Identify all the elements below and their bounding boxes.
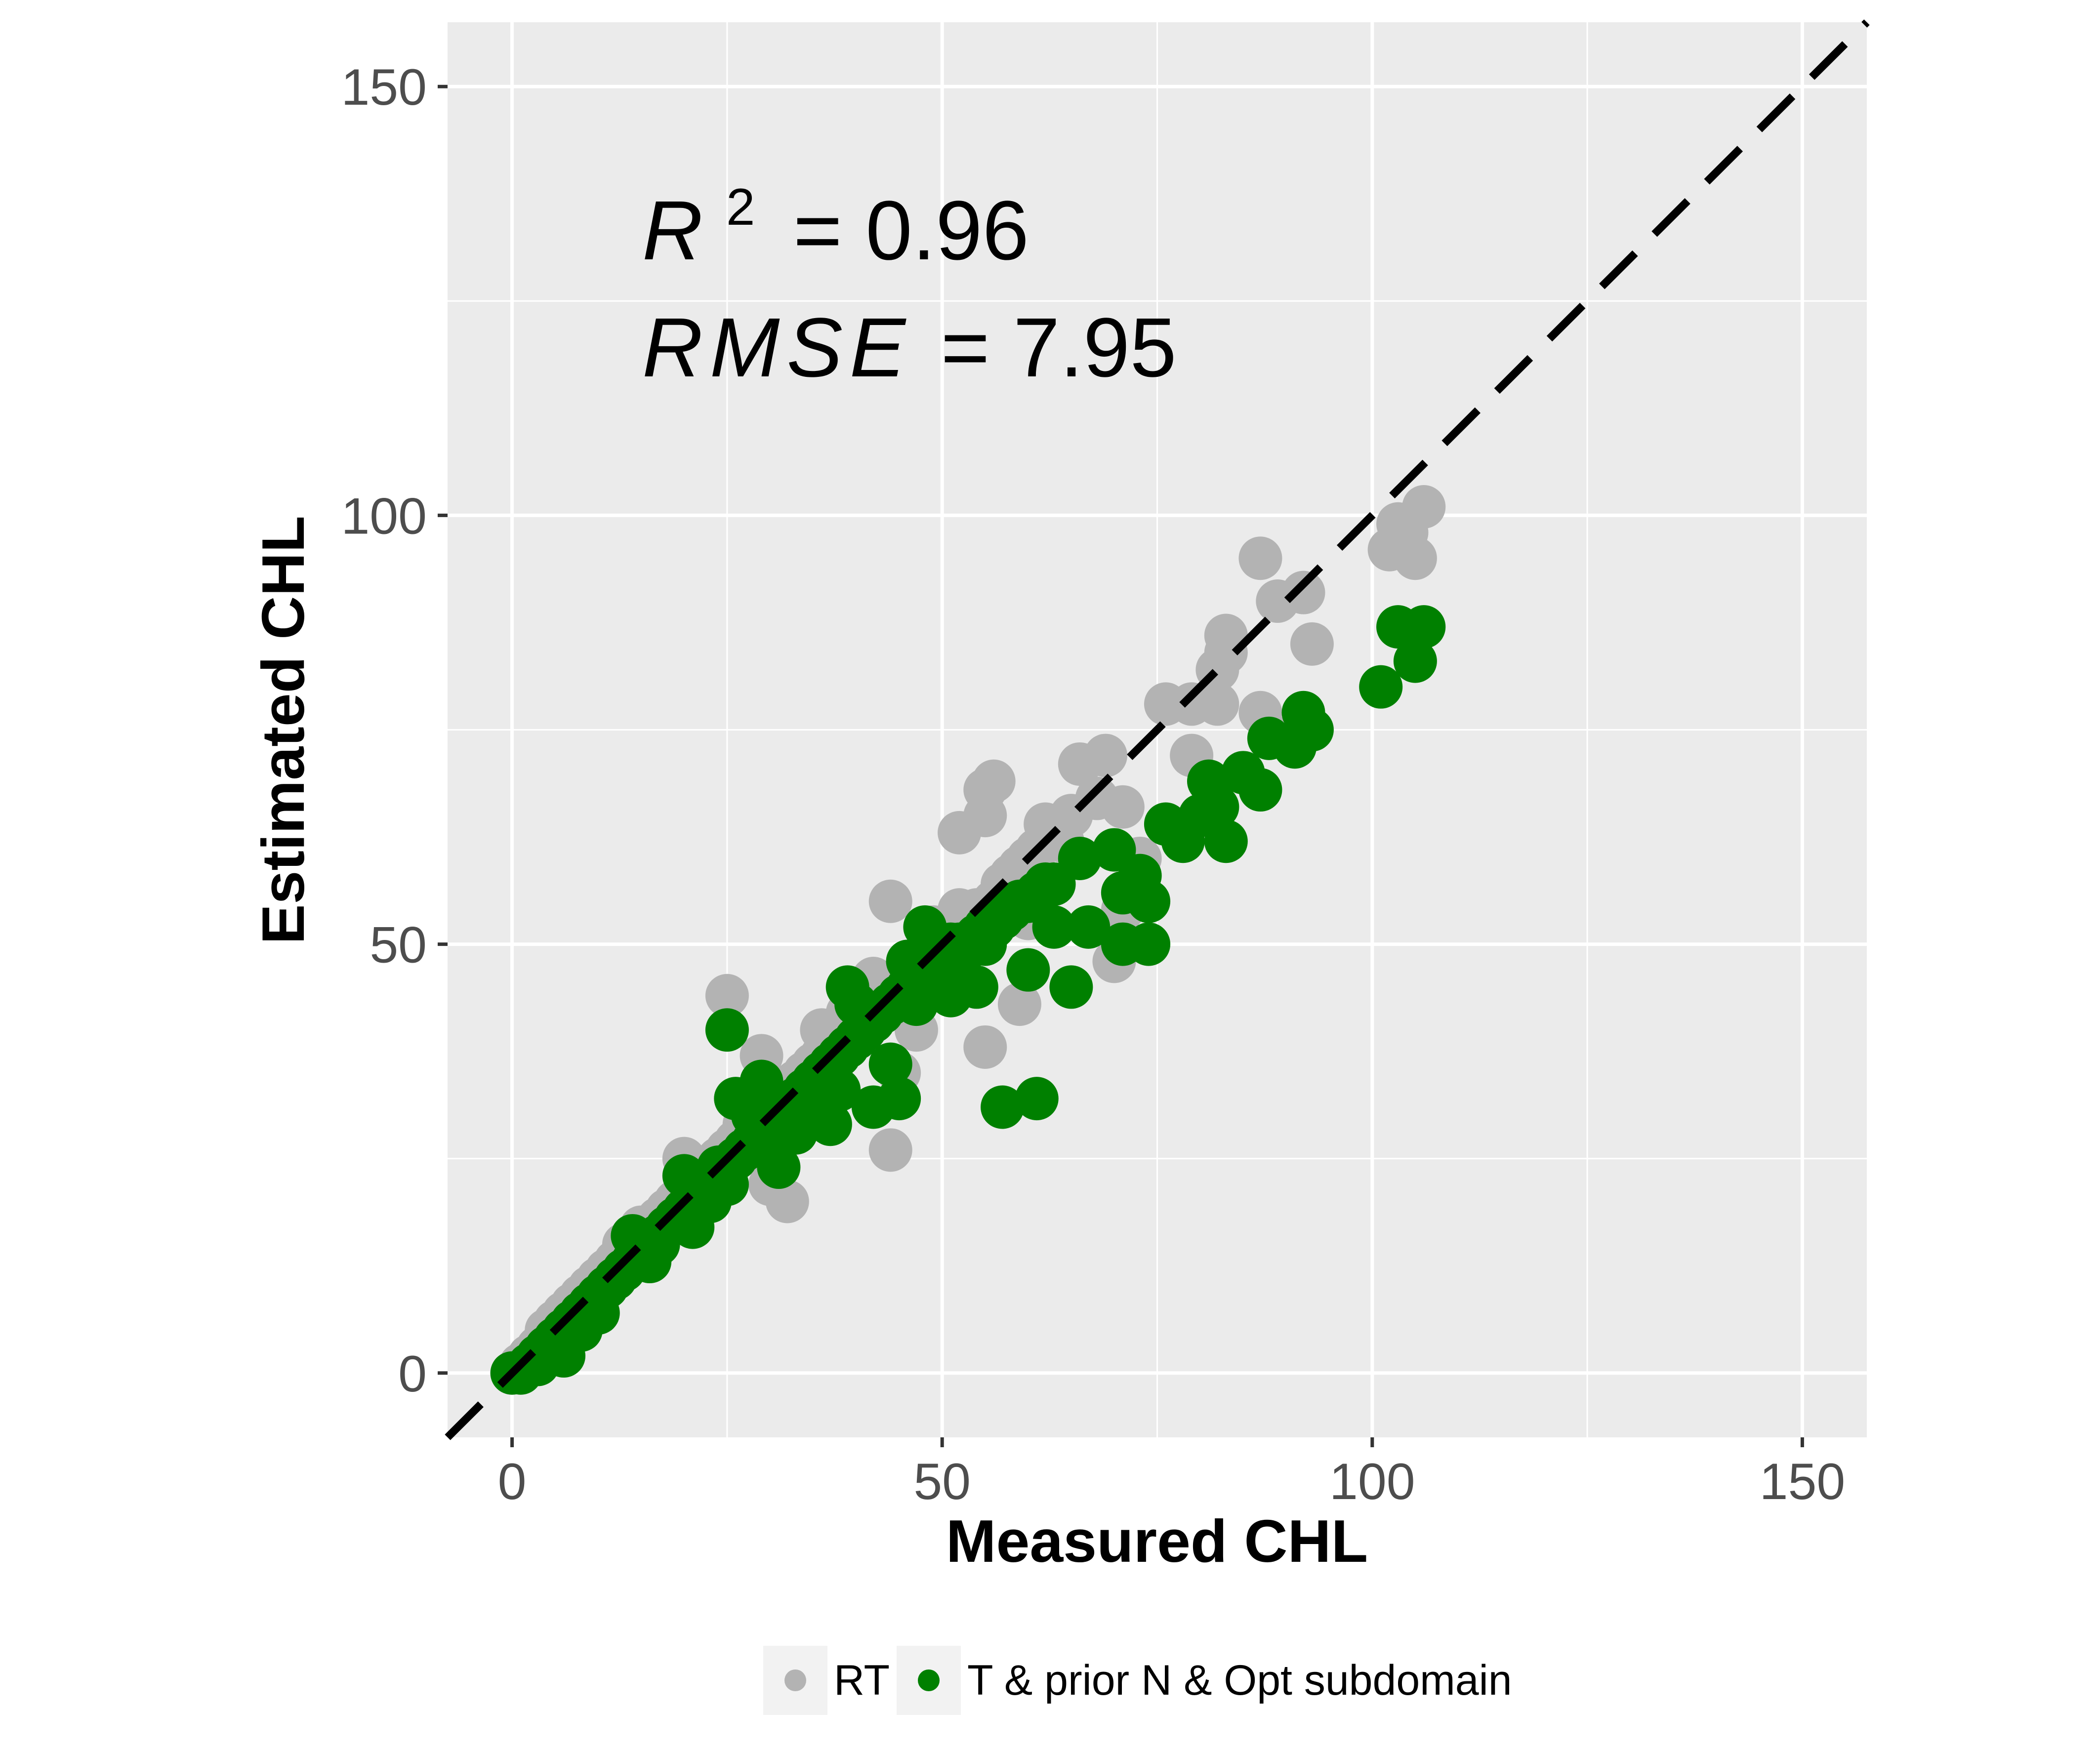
data-point — [1101, 785, 1145, 829]
data-point — [731, 1094, 775, 1138]
rmse-value: = 7.95 — [941, 301, 1176, 395]
axis-ticks — [438, 84, 1804, 1447]
y-axis-title: Estimated CHL — [249, 516, 317, 944]
data-point — [868, 879, 912, 923]
rmse-annotation: RMSE = 7.95 — [642, 301, 1177, 395]
x-tick-labels: 0 50 100 150 — [498, 1453, 1846, 1510]
data-point — [1238, 768, 1282, 812]
data-point — [1402, 485, 1446, 529]
data-point — [1393, 639, 1437, 683]
data-point — [938, 811, 982, 855]
data-point — [1290, 622, 1334, 666]
x-tick-label: 150 — [1760, 1453, 1846, 1510]
one-to-one-line — [445, 19, 1870, 1440]
data-point — [868, 1042, 912, 1086]
major-grid — [448, 22, 1867, 1437]
data-point — [1238, 536, 1282, 580]
data-point — [757, 1145, 801, 1189]
data-point — [705, 974, 749, 1017]
data-point — [1195, 682, 1239, 726]
legend-marker-t-prior — [918, 1669, 940, 1691]
data-point — [954, 965, 998, 1009]
r2-symbol: R — [642, 184, 703, 278]
data-point — [636, 1222, 680, 1266]
data-point — [1049, 965, 1093, 1009]
data-point — [808, 1102, 852, 1146]
data-point — [1359, 665, 1403, 709]
data-point — [1204, 819, 1248, 863]
data-point — [903, 905, 947, 949]
y-tick-label: 0 — [398, 1345, 427, 1403]
data-point — [1402, 605, 1446, 649]
data-point — [817, 1068, 861, 1112]
data-point — [1084, 733, 1128, 777]
data-point — [1015, 1077, 1059, 1121]
data-point — [877, 1077, 921, 1121]
data-point — [1204, 631, 1248, 675]
data-point — [1067, 905, 1111, 949]
data-point — [1032, 905, 1076, 949]
x-tick-label: 50 — [913, 1453, 971, 1510]
data-point — [963, 1025, 1007, 1069]
legend-marker-rt — [784, 1669, 806, 1691]
series-t-prior-n-opt — [490, 605, 1446, 1395]
data-point — [886, 939, 930, 983]
y-tick-label: 100 — [341, 488, 427, 545]
data-point — [1195, 785, 1239, 829]
data-point — [1127, 922, 1171, 966]
r2-exponent: 2 — [726, 178, 755, 236]
data-point — [963, 768, 1007, 812]
y-tick-label: 50 — [370, 917, 427, 974]
data-point — [1006, 948, 1050, 992]
x-tick-label: 0 — [498, 1453, 527, 1510]
data-point — [981, 1085, 1025, 1129]
data-point — [868, 1128, 912, 1172]
legend: RT T & prior N & Opt subdomain — [763, 1646, 1512, 1715]
r2-annotation: R 2 = 0.96 — [642, 149, 1029, 278]
y-tick-labels: 0 50 100 150 — [341, 59, 427, 1403]
data-point — [705, 1008, 749, 1052]
data-point — [740, 1059, 783, 1103]
data-point — [1393, 536, 1437, 580]
data-points — [490, 485, 1446, 1395]
data-point — [1281, 570, 1325, 614]
r2-value: = 0.96 — [793, 184, 1029, 278]
data-point — [1058, 836, 1102, 880]
rmse-symbol: RMSE — [642, 301, 912, 395]
x-tick-label: 100 — [1329, 1453, 1415, 1510]
x-axis-title: Measured CHL — [946, 1507, 1368, 1575]
y-tick-label: 150 — [341, 59, 427, 116]
data-point — [1127, 879, 1171, 923]
legend-label-t-prior: T & prior N & Opt subdomain — [967, 1657, 1512, 1704]
data-point — [997, 982, 1041, 1026]
data-point — [765, 1180, 809, 1223]
legend-label-rt: RT — [834, 1657, 890, 1704]
data-point — [1290, 708, 1334, 752]
